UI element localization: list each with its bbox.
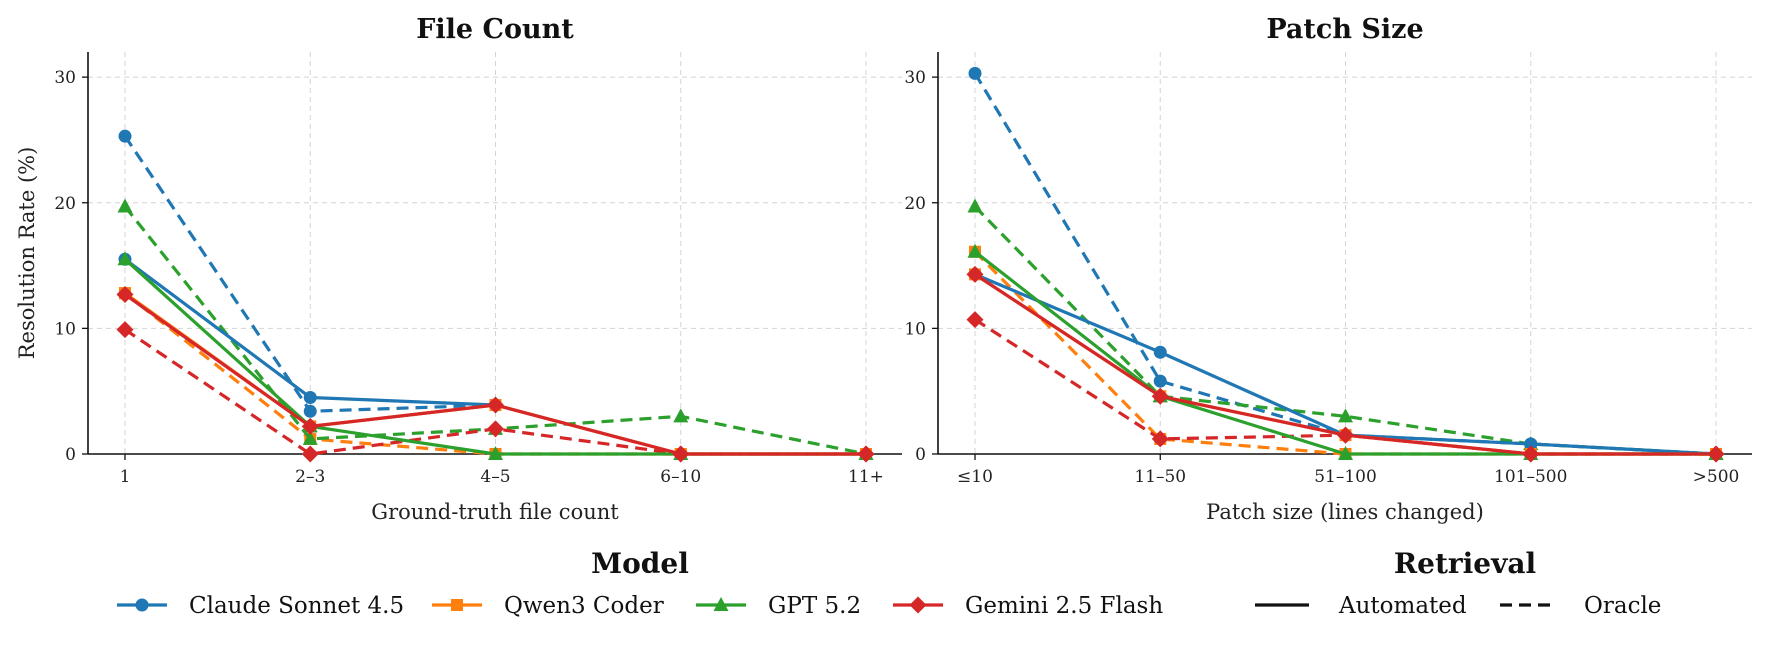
data-point [303,404,317,418]
series-gemini-2-5-flash-automated [116,285,875,463]
series-gemini-2-5-flash-automated [966,265,1725,463]
x-tick-label: >500 [1693,467,1740,487]
chart-title: Patch Size [1266,14,1423,45]
legend-label: Claude Sonnet 4.5 [189,593,404,619]
data-point [1153,374,1167,388]
x-tick-label: 2–3 [295,467,325,487]
legend-item-automated: Automated [1255,593,1467,619]
legend-title-model: Model [591,547,689,580]
data-point [117,198,133,213]
data-point [1338,408,1353,423]
y-tick-label: 30 [54,68,76,88]
data-point [1151,430,1169,448]
data-point [116,321,134,339]
x-tick-label: 1 [120,467,131,487]
series-gpt-5-2-oracle [967,198,1724,460]
y-tick-label: 10 [54,319,76,339]
data-point [966,311,984,329]
y-tick-label: 0 [65,445,76,465]
data-point [1707,445,1725,463]
data-point [118,129,132,143]
legend-label: Oracle [1584,593,1661,619]
data-point [487,420,504,438]
series-line [973,250,1716,456]
y-tick-label: 20 [54,194,76,214]
data-point [487,396,504,414]
x-axis-label: Ground-truth file count [371,500,619,524]
x-tick-label: 11–50 [1134,467,1186,487]
legend-item-oracle: Oracle [1500,593,1661,619]
legend-marker [135,598,149,612]
legend-item-gemini-2-5-flash: Gemini 2.5 Flash [893,593,1163,619]
chart-title: File Count [416,14,574,45]
y-tick-label: 30 [904,68,926,88]
legend-label: Qwen3 Coder [504,593,664,619]
x-tick-label: ≤10 [957,467,993,487]
data-point [967,243,983,258]
legend-title-retrieval: Retrieval [1394,547,1536,580]
legend-item-gpt-5-2: GPT 5.2 [696,593,861,619]
panel-patch-size: 0 10 20 30 ≤10 11–50 51–100 101–500 >500 Patch Si… [904,14,1752,524]
legend-marker [451,599,463,611]
y-tick-label: 10 [904,319,926,339]
data-point [488,446,503,460]
data-point [117,251,133,266]
x-tick-label: 11+ [848,467,884,487]
legend-marker [909,596,927,614]
y-tick-label: 20 [904,194,926,214]
legend-item-claude-sonnet-4-5: Claude Sonnet 4.5 [117,593,404,619]
panel-file-count: 0 10 20 30 1 2–3 4–5 6–10 11+ File Count Ground-tr… [15,14,902,524]
series-line [973,205,1717,456]
data-point [673,408,689,423]
data-point [966,265,984,283]
data-point [302,430,318,445]
data-point [968,66,982,80]
y-axis-label: Resolution Rate (%) [15,147,39,360]
legend-label: Automated [1338,593,1467,619]
data-point [1151,387,1169,405]
x-tick-label: 51–100 [1314,467,1377,487]
legend-label: GPT 5.2 [768,593,861,619]
x-tick-label: 101–500 [1494,467,1567,487]
x-tick-label: 6–10 [660,467,701,487]
x-tick-label: 4–5 [480,467,510,487]
data-point [301,417,319,435]
x-axis-label: Patch size (lines changed) [1206,500,1484,524]
data-point [967,198,983,213]
legend: Model Claude Sonnet 4.5 Qwen3 Coder GPT 5.2… [117,547,1661,619]
legend-marker [713,597,729,611]
data-point [1522,445,1540,463]
legend-item-qwen3-coder: Qwen3 Coder [432,593,664,619]
data-point [1153,345,1167,359]
y-tick-label: 0 [915,445,926,465]
data-point [303,390,317,404]
data-point [1338,446,1353,460]
data-point [1337,426,1354,444]
data-point [672,445,690,463]
data-point [857,445,875,463]
data-point [116,285,134,303]
data-point [301,445,319,463]
data-point [1524,437,1538,451]
legend-label: Gemini 2.5 Flash [965,593,1163,619]
